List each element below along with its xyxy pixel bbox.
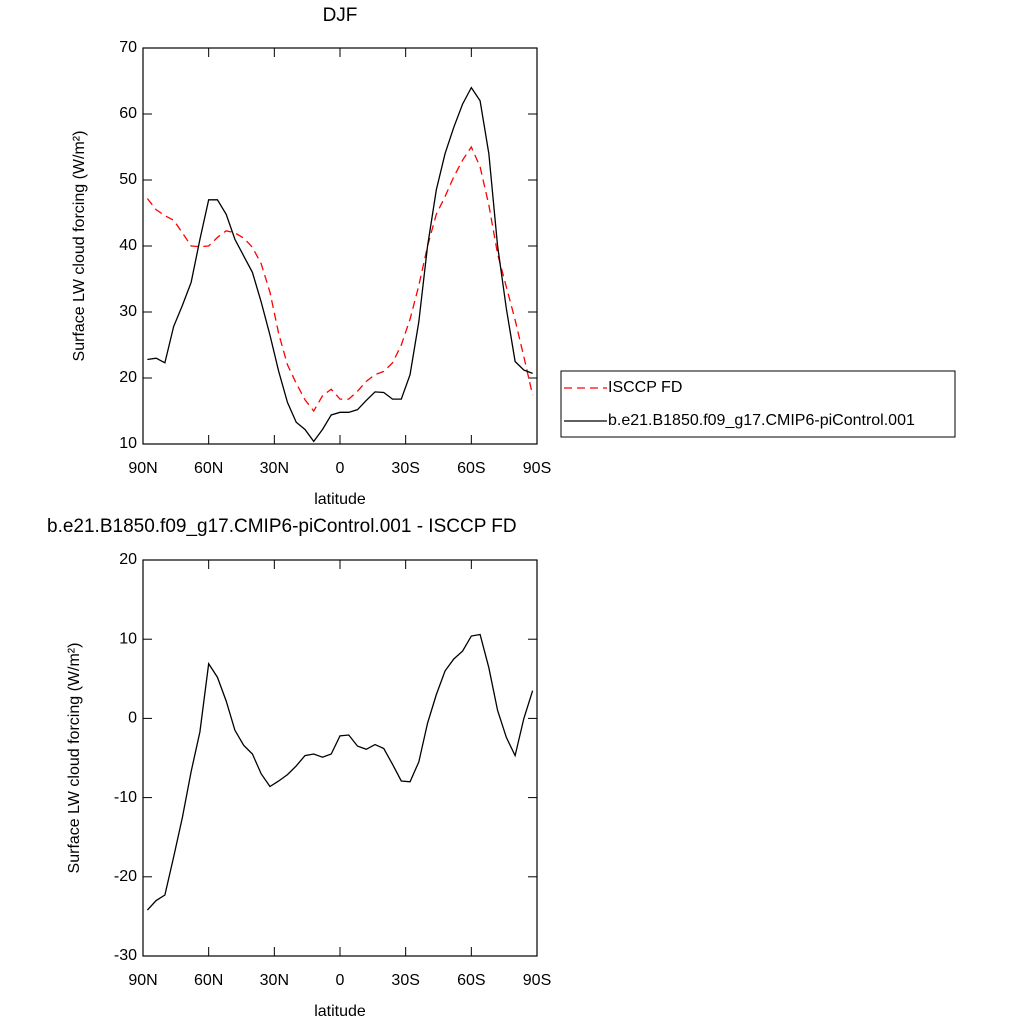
y-tick-label: -20 — [114, 868, 137, 885]
x-axis-label: latitude — [314, 491, 366, 508]
x-tick-label: 0 — [336, 972, 345, 989]
x-tick-label: 90S — [523, 972, 551, 989]
x-tick-label: 60N — [194, 972, 223, 989]
x-tick-label: 60S — [457, 972, 485, 989]
y-tick-label: 10 — [119, 630, 137, 647]
y-tick-label: 60 — [119, 105, 137, 122]
legend: ISCCP FD b.e21.B1850.f09_g17.CMIP6-piCont… — [560, 370, 956, 438]
y-tick-label: 0 — [128, 710, 137, 727]
x-tick-label: 30N — [260, 460, 289, 477]
x-tick-label: 60N — [194, 460, 223, 477]
y-axis-label: Surface LW cloud forcing (W/m²) — [71, 131, 88, 362]
legend-label: ISCCP FD — [608, 379, 682, 396]
y-tick-label: 20 — [119, 369, 137, 386]
x-tick-label: 30N — [260, 972, 289, 989]
x-tick-label: 30S — [391, 972, 419, 989]
y-tick-label: 40 — [119, 237, 137, 254]
plot-frame — [142, 47, 538, 445]
chart-title: b.e21.B1850.f09_g17.CMIP6-piControl.001 … — [47, 516, 517, 537]
y-tick-label: 10 — [119, 435, 137, 452]
y-tick-label: 50 — [119, 171, 137, 188]
x-tick-label: 0 — [336, 460, 345, 477]
x-tick-label: 30S — [391, 460, 419, 477]
plot-frame — [142, 559, 538, 957]
legend-label: b.e21.B1850.f09_g17.CMIP6-piControl.001 — [608, 412, 915, 429]
y-tick-label: 30 — [119, 303, 137, 320]
data-line — [146, 145, 534, 413]
x-tick-label: 90N — [128, 972, 157, 989]
x-tick-label: 90S — [523, 460, 551, 477]
y-tick-label: -10 — [114, 789, 137, 806]
x-tick-label: 90N — [128, 460, 157, 477]
legend-box — [560, 370, 956, 438]
data-line — [146, 633, 534, 911]
y-tick-label: -30 — [114, 947, 137, 964]
chart-title: DJF — [323, 5, 358, 26]
data-line — [147, 86, 533, 443]
y-axis-label: Surface LW cloud forcing (W/m²) — [66, 643, 83, 874]
y-tick-label: 20 — [119, 551, 137, 568]
x-tick-label: 60S — [457, 460, 485, 477]
y-tick-label: 70 — [119, 39, 137, 56]
x-axis-label: latitude — [314, 1003, 366, 1020]
